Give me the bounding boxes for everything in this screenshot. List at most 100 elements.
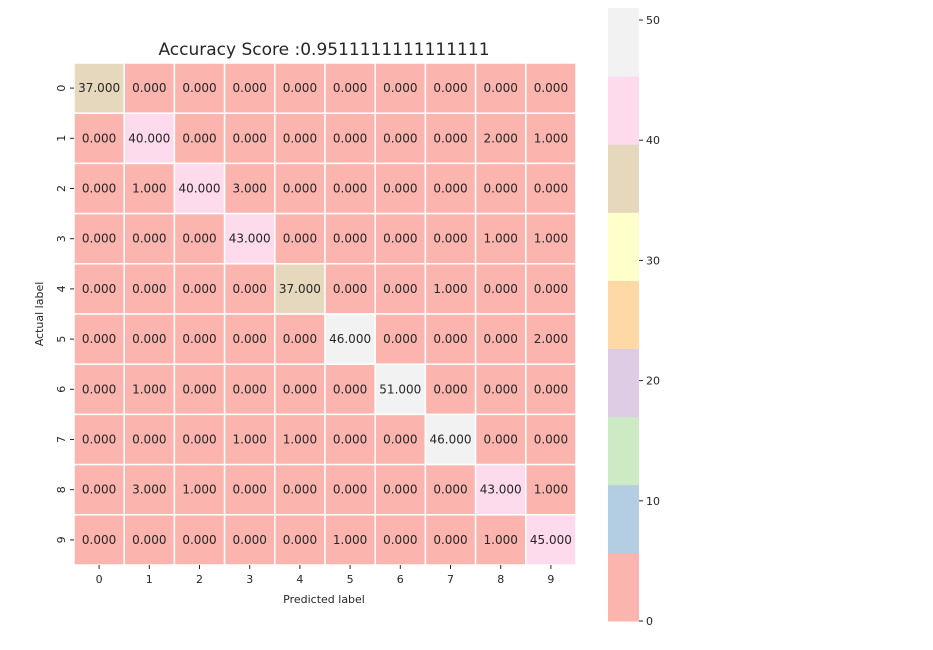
heatmap-cells: 37.000 0.000 0.000 0.000 0.000 0.000 0.000 0.00… [73,62,577,566]
x-tick-label-9: 9 [547,573,554,586]
cell-value-r6-c3: 0.000 [233,382,267,396]
heatmap-cell-r2-c2 [173,162,226,215]
cell-value-r1-c0: 0.000 [82,131,116,145]
cell-value-r5-c7: 0.000 [433,332,467,346]
y-tick-label-4: 4 [55,285,68,292]
cell-value-r1-c4: 0.000 [283,131,317,145]
cell-value-r7-c7: 46.000 [430,433,472,447]
heatmap-cell-r9-c5 [324,514,376,566]
cell-value-r4-c7: 1.000 [433,282,467,296]
colorbar-tick-label-20: 20 [646,375,660,388]
y-tick-label-6: 6 [55,386,68,393]
heatmap-cell-r9-c6 [374,514,427,566]
cell-value-r9-c4: 0.000 [283,533,317,547]
cell-value-r2-c2: 40.000 [179,182,221,196]
heatmap-cell-r7-c1 [123,413,176,466]
y-axis-label: Actual label [33,282,46,347]
cell-value-r0-c2: 0.000 [182,81,216,95]
cell-value-r7-c6: 0.000 [383,433,417,447]
cell-value-r5-c2: 0.000 [182,332,216,346]
heatmap-cell-r9-c0 [73,514,125,566]
cell-value-r7-c3: 1.000 [233,433,267,447]
cell-value-r9-c7: 0.000 [433,533,467,547]
colorbar-tick-label-10: 10 [646,495,660,508]
colorbar-segment-8 [608,8,639,77]
heatmap-cell-r8-c3 [223,463,276,516]
heatmap-cell-r6-c9 [525,363,577,416]
x-axis-label: Predicted label [283,593,365,606]
colorbar-segment-4 [608,280,639,350]
cell-value-r9-c3: 0.000 [233,533,267,547]
cell-value-r9-c9: 45.000 [530,533,572,547]
cell-value-r0-c8: 0.000 [484,81,518,95]
cell-value-r1-c2: 0.000 [182,131,216,145]
heatmap-cell-r1-c5 [324,112,376,165]
y-tick-label-1: 1 [55,135,68,142]
cell-value-r3-c8: 1.000 [484,232,518,246]
cell-value-r7-c2: 0.000 [182,433,216,447]
y-tick-label-5: 5 [55,336,68,343]
cell-value-r9-c5: 1.000 [333,533,367,547]
cell-value-r4-c4: 37.000 [279,282,321,296]
cell-value-r6-c7: 0.000 [433,382,467,396]
heatmap-cell-r5-c4 [274,313,326,365]
heatmap-cell-r1-c1 [123,112,176,165]
cell-value-r7-c1: 0.000 [132,433,166,447]
y-axis-ticks: 0 1 2 3 4 5 6 7 8 9 [55,85,74,543]
cell-value-r2-c1: 1.000 [132,182,166,196]
heatmap-cell-r2-c1 [123,162,176,215]
cell-value-r8-c9: 1.000 [534,483,568,497]
x-tick-label-6: 6 [397,573,404,586]
chart-title: Accuracy Score :0.9511111111111111 [158,40,489,60]
cell-value-r9-c8: 1.000 [484,533,518,547]
colorbar-tick-label-50: 50 [646,14,660,27]
heatmap-cell-r6-c3 [223,363,276,416]
x-tick-label-2: 2 [196,573,203,586]
x-tick-label-8: 8 [497,573,504,586]
heatmap-cell-r4-c5 [324,263,376,315]
cell-value-r0-c5: 0.000 [333,81,367,95]
cell-value-r9-c0: 0.000 [82,533,116,547]
cell-value-r2-c8: 0.000 [484,182,518,196]
heatmap-cell-r1-c8 [474,112,527,165]
cell-value-r1-c7: 0.000 [433,131,467,145]
cell-value-r4-c2: 0.000 [182,282,216,296]
heatmap-cell-r2-c6 [374,162,427,215]
cell-value-r3-c9: 1.000 [534,232,568,246]
cell-value-r3-c4: 0.000 [283,232,317,246]
cell-value-r3-c7: 0.000 [433,232,467,246]
cell-value-r4-c6: 0.000 [383,282,417,296]
x-tick-label-5: 5 [347,573,354,586]
heatmap-cell-r5-c3 [223,313,276,365]
heatmap-cell-r7-c3 [223,413,276,466]
heatmap-cell-r0-c5 [324,62,376,114]
cell-value-r2-c6: 0.000 [383,182,417,196]
heatmap-cell-r8-c1 [123,463,176,516]
heatmap-cell-r2-c9 [525,162,577,215]
heatmap-cell-r9-c7 [424,514,477,566]
cell-value-r5-c1: 0.000 [132,332,166,346]
heatmap-cell-r1-c6 [374,112,427,165]
cell-value-r4-c3: 0.000 [233,282,267,296]
heatmap-cell-r7-c9 [525,413,577,466]
cell-value-r0-c1: 0.000 [132,81,166,95]
cell-value-r5-c0: 0.000 [82,332,116,346]
heatmap-cell-r6-c0 [73,363,125,416]
heatmap-cell-r6-c6 [374,363,427,416]
cell-value-r0-c0: 37.000 [78,81,120,95]
heatmap-cell-r8-c4 [274,463,326,516]
cell-value-r2-c0: 0.000 [82,182,116,196]
cell-value-r1-c5: 0.000 [333,131,367,145]
x-tick-label-0: 0 [96,573,103,586]
heatmap-cell-r2-c8 [474,162,527,215]
heatmap-cell-r6-c8 [474,363,527,416]
cell-value-r5-c9: 2.000 [534,332,568,346]
x-tick-label-1: 1 [146,573,153,586]
heatmap-cell-r8-c8 [474,463,527,516]
cell-value-r9-c6: 0.000 [383,533,417,547]
heatmap-cell-r7-c5 [324,413,376,466]
heatmap-cell-r8-c6 [374,463,427,516]
colorbar-segment-1 [608,484,639,554]
cell-value-r8-c4: 0.000 [283,483,317,497]
